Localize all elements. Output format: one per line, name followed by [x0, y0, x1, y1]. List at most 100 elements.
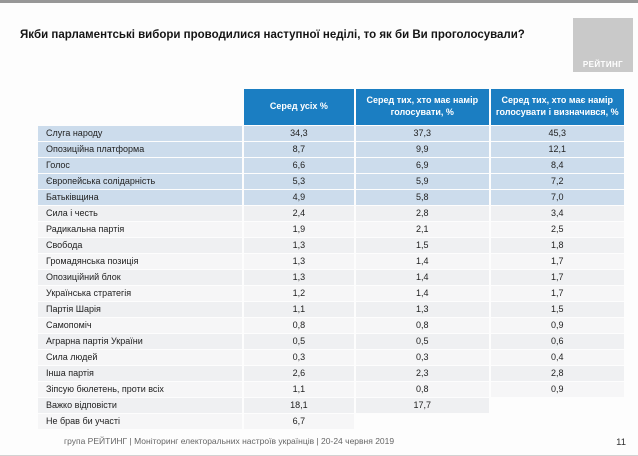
value-cell: 1,1 — [243, 302, 355, 317]
table-row: Радикальна партія 1,9 2,1 2,5 — [38, 222, 624, 237]
table-row: Партія Шарія 1,1 1,3 1,5 — [38, 302, 624, 317]
value-cell: 0,8 — [356, 382, 489, 397]
value-cell: 0,9 — [490, 382, 624, 397]
value-cell: 1,9 — [243, 222, 355, 237]
party-label: Громадянська позиція — [38, 254, 242, 269]
table-row: Голос 6,6 6,9 8,4 — [38, 158, 624, 173]
value-cell: 0,5 — [356, 334, 489, 349]
table-row: Аграрна партія України 0,5 0,5 0,6 — [38, 334, 624, 349]
value-cell: 0,5 — [243, 334, 355, 349]
value-cell: 6,6 — [243, 158, 355, 173]
party-label: Самопоміч — [38, 318, 242, 333]
value-cell: 1,3 — [243, 270, 355, 285]
value-cell: 0,8 — [243, 318, 355, 333]
value-cell: 1,3 — [243, 254, 355, 269]
value-cell: 1,3 — [243, 238, 355, 253]
value-cell: 1,3 — [356, 302, 489, 317]
column-header-intend-to-vote: Серед тих, хто має намір голосувати, % — [356, 89, 489, 125]
party-label: Важко відповісти — [38, 398, 242, 413]
value-cell: 2,3 — [356, 366, 489, 381]
column-header-empty — [38, 89, 242, 125]
party-label: Не брав би участі — [38, 414, 242, 429]
table-row: Українська стратегія 1,2 1,4 1,7 — [38, 286, 624, 301]
value-cell: 1,4 — [356, 286, 489, 301]
party-label: Українська стратегія — [38, 286, 242, 301]
party-label: Батьківщина — [38, 190, 242, 205]
value-cell: 1,7 — [490, 270, 624, 285]
table-row: Батьківщина 4,9 5,8 7,0 — [38, 190, 624, 205]
top-edge-strip — [0, 0, 638, 3]
value-cell: 0,3 — [243, 350, 355, 365]
value-cell: 1,4 — [356, 254, 489, 269]
value-cell: 12,1 — [490, 142, 624, 157]
value-cell: 7,0 — [490, 190, 624, 205]
table-row: Самопоміч 0,8 0,8 0,9 — [38, 318, 624, 333]
table-row: Громадянська позиція 1,3 1,4 1,7 — [38, 254, 624, 269]
table-row: Сила і честь 2,4 2,8 3,4 — [38, 206, 624, 221]
value-cell: 1,8 — [490, 238, 624, 253]
value-cell: 5,3 — [243, 174, 355, 189]
table-header-row: Серед усіх % Серед тих, хто має намір го… — [38, 89, 624, 125]
value-cell: 0,3 — [356, 350, 489, 365]
value-cell: 6,9 — [356, 158, 489, 173]
value-cell — [491, 414, 624, 429]
party-label: Голос — [38, 158, 242, 173]
value-cell: 2,1 — [356, 222, 489, 237]
rating-logo: РЕЙТИНГ — [573, 18, 633, 72]
party-label: Сила і честь — [38, 206, 242, 221]
value-cell: 2,5 — [490, 222, 624, 237]
value-cell: 1,1 — [243, 382, 355, 397]
party-label: Свобода — [38, 238, 242, 253]
value-cell: 34,3 — [243, 126, 355, 141]
value-cell: 8,4 — [490, 158, 624, 173]
value-cell: 1,4 — [356, 270, 489, 285]
value-cell: 3,4 — [490, 206, 624, 221]
value-cell: 17,7 — [356, 398, 489, 413]
party-label: Радикальна партія — [38, 222, 242, 237]
party-label: Інша партія — [38, 366, 242, 381]
value-cell: 1,7 — [490, 254, 624, 269]
column-header-all: Серед усіх % — [243, 89, 355, 125]
table-body: Слуга народу 34,3 37,3 45,3 Опозиційна платф… — [38, 126, 624, 429]
table-row: Інша партія 2,6 2,3 2,8 — [38, 366, 624, 381]
page-title: Якби парламентські вибори проводилися на… — [20, 29, 525, 41]
party-label: Слуга народу — [38, 126, 242, 141]
value-cell: 0,9 — [490, 318, 624, 333]
value-cell: 2,4 — [243, 206, 355, 221]
value-cell: 4,9 — [243, 190, 355, 205]
value-cell: 9,9 — [356, 142, 489, 157]
value-cell: 5,9 — [356, 174, 489, 189]
party-label: Сила людей — [38, 350, 242, 365]
value-cell: 8,7 — [243, 142, 355, 157]
party-label: Зіпсую бюлетень, проти всіх — [38, 382, 242, 397]
value-cell: 1,2 — [243, 286, 355, 301]
table-row: Зіпсую бюлетень, проти всіх 1,1 0,8 0,9 — [38, 382, 624, 397]
value-cell: 37,3 — [356, 126, 489, 141]
value-cell: 2,8 — [490, 366, 624, 381]
value-cell: 1,7 — [490, 286, 624, 301]
value-cell: 6,7 — [243, 414, 355, 429]
footer-caption: група РЕЙТИНГ | Моніторинг електоральних… — [64, 436, 395, 446]
value-cell: 1,5 — [490, 302, 624, 317]
party-label: Партія Шарія — [38, 302, 242, 317]
table-row: Слуга народу 34,3 37,3 45,3 — [38, 126, 624, 141]
party-label: Опозиційна платформа — [38, 142, 242, 157]
value-cell: 7,2 — [490, 174, 624, 189]
table-row: Сила людей 0,3 0,3 0,4 — [38, 350, 624, 365]
page-number: 11 — [616, 437, 626, 448]
value-cell: 1,5 — [356, 238, 489, 253]
party-label: Європейська солідарність — [38, 174, 242, 189]
party-label: Аграрна партія України — [38, 334, 242, 349]
value-cell: 0,6 — [490, 334, 624, 349]
table-row: Свобода 1,3 1,5 1,8 — [38, 238, 624, 253]
table-row: Не брав би участі 6,7 — [38, 414, 624, 429]
value-cell: 5,8 — [356, 190, 489, 205]
value-cell: 2,6 — [243, 366, 355, 381]
column-header-decided: Серед тих, хто має намір голосувати і ви… — [490, 89, 624, 125]
value-cell: 18,1 — [243, 398, 355, 413]
value-cell: 45,3 — [490, 126, 624, 141]
value-cell: 0,8 — [356, 318, 489, 333]
table-row: Важко відповісти 18,1 17,7 — [38, 398, 624, 413]
table-row: Європейська солідарність 5,3 5,9 7,2 — [38, 174, 624, 189]
poll-results-table: Серед усіх % Серед тих, хто має намір го… — [36, 88, 626, 430]
